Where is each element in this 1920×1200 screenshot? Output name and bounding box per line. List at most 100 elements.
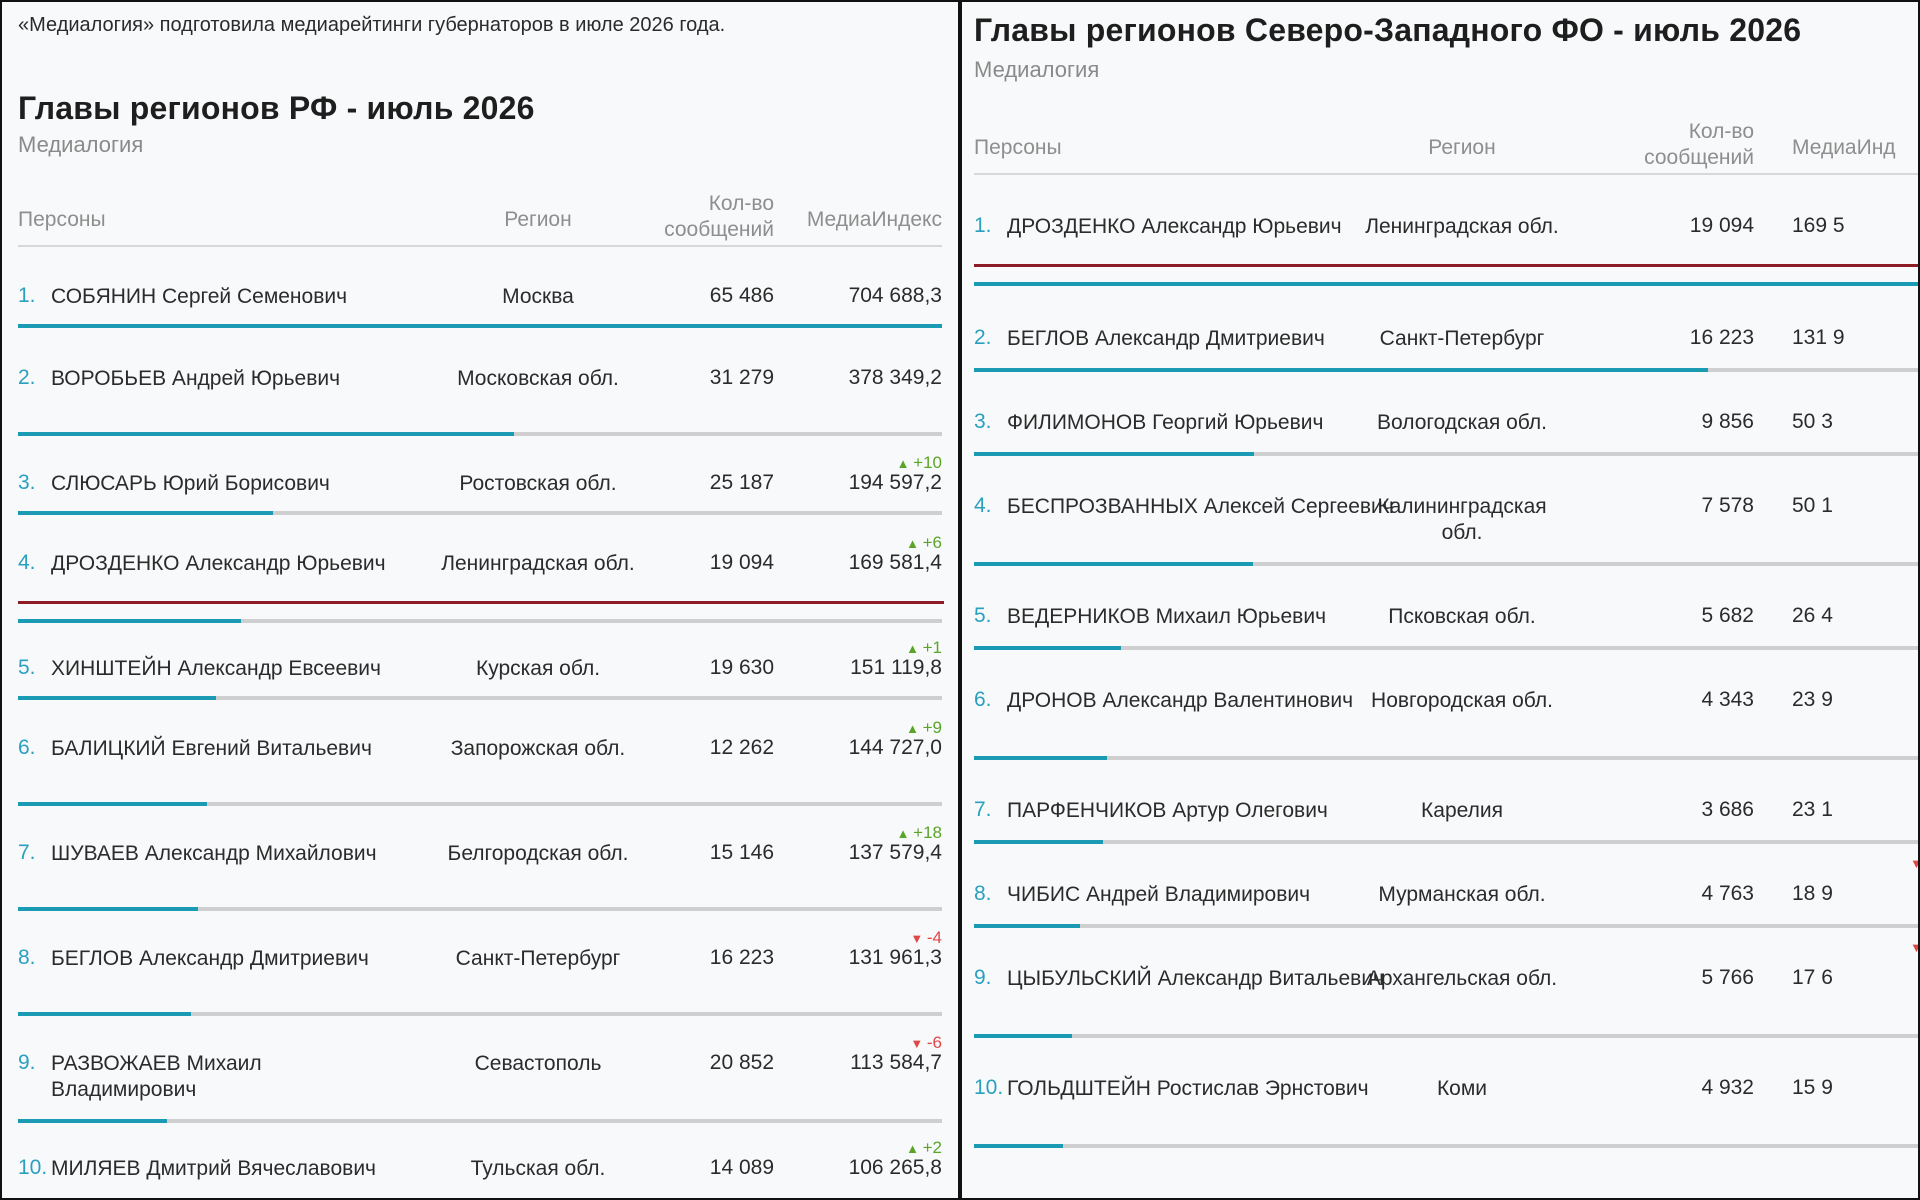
- region-name: Псковская обл.: [1388, 605, 1536, 628]
- score-bar-fill: [974, 562, 1253, 566]
- message-count: 15 146: [709, 841, 774, 864]
- person-name: БЕГЛОВ Александр Дмитриевич: [51, 947, 369, 970]
- rank-number: 3.: [974, 410, 992, 433]
- rank-change-badge: ▼ -6: [782, 1033, 942, 1053]
- region-name: Калининградская обл.: [1377, 495, 1547, 544]
- header-count-line1: Кол-во: [1688, 120, 1754, 143]
- rank-number: 8.: [974, 882, 992, 905]
- score-bar-fill: [974, 452, 1254, 456]
- rank-number: 2.: [18, 366, 36, 389]
- score-bar-fill: [18, 432, 514, 436]
- header-count: Кол-во сообщений: [1574, 119, 1754, 171]
- header-count: Кол-во сообщений: [618, 191, 774, 243]
- media-index-value: 23 1: [1792, 798, 1833, 821]
- media-index-value: 23 9: [1792, 688, 1833, 711]
- table-row: 7. ШУВАЕВ Александр Михайлович Белгородска…: [18, 817, 942, 913]
- score-bar-track: [974, 282, 1918, 286]
- rank-change-badge: ▲ +18: [782, 823, 942, 843]
- header-mediaindex: МедиаИнд: [1792, 136, 1896, 159]
- rank-number: 5.: [18, 656, 36, 679]
- score-bar-fill: [974, 840, 1103, 844]
- score-bar-track: [974, 756, 1918, 760]
- region-name: Московская обл.: [457, 367, 619, 390]
- arrow-up-icon: ▲: [906, 1141, 923, 1156]
- arrow-down-icon: ▼: [1910, 856, 1918, 871]
- message-count: 25 187: [709, 471, 774, 494]
- table-row: 1. ДРОЗДЕНКО Александр Юрьевич Ленинградск…: [974, 190, 1918, 288]
- person-name: ЦЫБУЛЬСКИЙ Александр Витальевич: [1007, 967, 1384, 990]
- score-bar-fill: [18, 511, 273, 515]
- table-row: 5. ХИНШТЕЙН Александр Евсеевич Курская обл…: [18, 632, 942, 702]
- person-name: ГОЛЬДШТЕЙН Ростислав Эрнстович: [1007, 1077, 1369, 1100]
- person-name: ВОРОБЬЕВ Андрей Юрьевич: [51, 367, 341, 390]
- arrow-up-icon: ▲: [906, 641, 923, 656]
- region-name: Белгородская обл.: [447, 842, 629, 865]
- message-count: 4 763: [1701, 882, 1754, 905]
- person-name: РАЗВОЖАЕВ Михаил Владимирович: [51, 1052, 262, 1101]
- score-bar-fill: [18, 1119, 167, 1123]
- chart-title: Главы регионов РФ - июль 2026: [18, 90, 535, 126]
- panel-divider: [958, 0, 962, 1200]
- region-name: Ростовская обл.: [459, 472, 617, 495]
- message-count: 4 343: [1701, 688, 1754, 711]
- rank-change-value: +18: [913, 823, 942, 842]
- rank-number: 4.: [974, 494, 992, 517]
- score-bar-track: [974, 562, 1918, 566]
- left-panel-rf-ranking: «Медиалогия» подготовила медиарейтинги г…: [2, 2, 958, 1198]
- region-name: Ленинградская обл.: [441, 552, 635, 575]
- score-bar-track: [18, 619, 942, 623]
- score-bar-track: [18, 907, 942, 911]
- table-row: 1. СОБЯНИН Сергей Семенович Москва 65 486 70…: [18, 260, 942, 330]
- rank-number: 7.: [974, 798, 992, 821]
- score-bar-fill: [974, 282, 1918, 286]
- table-row: 8. БЕГЛОВ Александр Дмитриевич Санкт-Петер…: [18, 922, 942, 1018]
- rank-number: 4.: [18, 551, 36, 574]
- rank-number: 10.: [18, 1156, 48, 1179]
- media-index-value: 106 265,8: [848, 1156, 942, 1179]
- table-row: 6. ДРОНОВ Александр Валентинович Новгородс…: [974, 664, 1918, 762]
- chart-subtitle: Медиалогия: [18, 132, 144, 157]
- media-index-value: 15 9: [1792, 1076, 1833, 1099]
- score-bar-fill: [974, 368, 1708, 372]
- region-name: Новгородская обл.: [1371, 689, 1553, 712]
- rank-change-value: +2: [922, 1138, 942, 1157]
- score-bar-track: [18, 696, 942, 700]
- table-row: 10. МИЛЯЕВ Дмитрий Вячеславович Тульская о…: [18, 1132, 942, 1198]
- message-count: 16 223: [1689, 326, 1754, 349]
- person-name: БЕГЛОВ Александр Дмитриевич: [1007, 327, 1325, 350]
- score-bar-track: [974, 368, 1918, 372]
- table-row: 8. ЧИБИС Андрей Владимирович Мурманская об…: [974, 856, 1918, 930]
- arrow-up-icon: ▲: [896, 456, 914, 471]
- arrow-down-icon: ▼: [910, 1036, 927, 1051]
- header-count-line1: Кол-во: [708, 192, 774, 215]
- score-bar-fill: [18, 696, 216, 700]
- region-name: Тульская обл.: [470, 1157, 606, 1180]
- media-index-value: 26 4: [1792, 604, 1833, 627]
- person-name: ХИНШТЕЙН Александр Евсеевич: [51, 657, 381, 680]
- rank-number: 5.: [974, 604, 992, 627]
- score-bar-track: [974, 1034, 1918, 1038]
- media-index-value: 50 1: [1792, 494, 1833, 517]
- media-index-value: 113 584,7: [850, 1051, 942, 1074]
- region-name: Коми: [1436, 1077, 1488, 1100]
- rank-number: 9.: [974, 966, 992, 989]
- score-bar-track: [18, 802, 942, 806]
- score-bar-track: [18, 432, 942, 436]
- rank-number: 6.: [18, 736, 36, 759]
- message-count: 31 279: [709, 366, 774, 389]
- score-bar-track: [974, 924, 1918, 928]
- score-bar-fill: [974, 924, 1080, 928]
- person-name: ДРОЗДЕНКО Александр Юрьевич: [51, 552, 386, 575]
- region-name: Архангельская обл.: [1366, 967, 1558, 990]
- table-header: Персоны Регион Кол-во сообщений МедиаИнд: [974, 115, 1918, 175]
- header-persons: Персоны: [18, 208, 106, 231]
- person-name: ШУВАЕВ Александр Михайлович: [51, 842, 377, 865]
- rank-number: 7.: [18, 841, 36, 864]
- arrow-down-icon: ▼: [1910, 940, 1918, 955]
- table-header: Персоны Регион Кол-во сообщений МедиаИнд…: [18, 187, 942, 247]
- message-count: 19 094: [1689, 214, 1754, 237]
- media-index-value: 704 688,3: [848, 284, 942, 307]
- message-count: 19 094: [709, 551, 774, 574]
- message-count: 9 856: [1701, 410, 1754, 433]
- score-bar-fill: [18, 324, 942, 328]
